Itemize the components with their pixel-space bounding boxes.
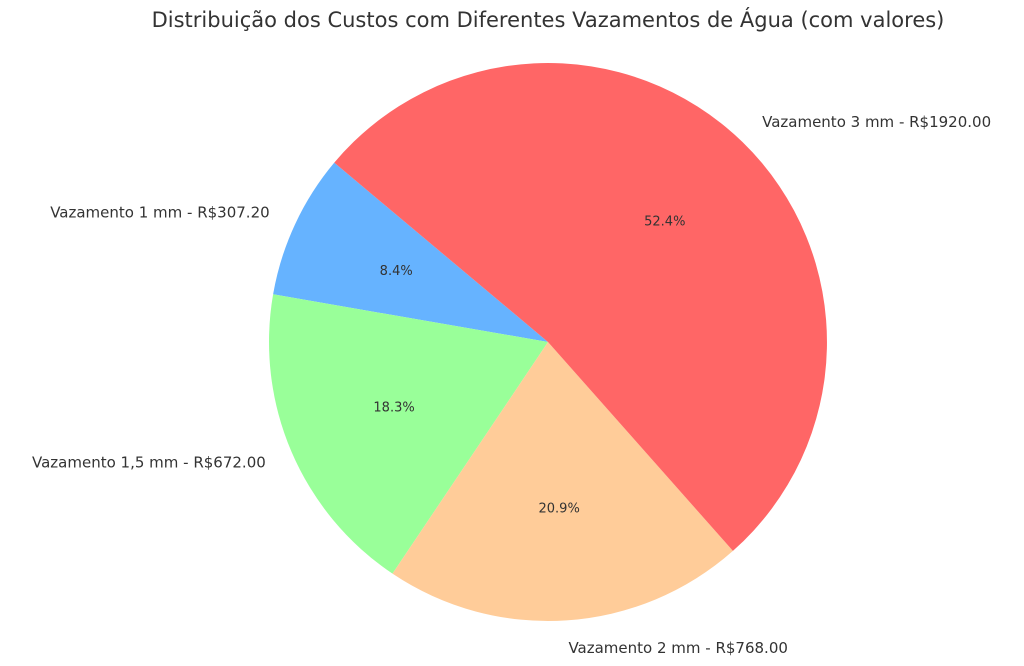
chart-title: Distribuição dos Custos com Diferentes V…: [151, 8, 945, 32]
slice-percent-3: 20.9%: [539, 502, 580, 517]
slice-label-2: Vazamento 1,5 mm - R$672.00: [32, 454, 266, 472]
pie-slice-2: [269, 294, 548, 574]
pie-slices: [269, 63, 827, 622]
pie-slice-3: [392, 342, 733, 622]
slice-percent-2: 18.3%: [373, 400, 414, 415]
pie-labels: Vazamento 1 mm - R$307.20 8.4% Vazamento 1…: [32, 113, 991, 657]
slice-percent-1: 8.4%: [380, 264, 413, 279]
slice-percent-4: 52.4%: [644, 215, 685, 230]
slice-label-1: Vazamento 1 mm - R$307.20: [50, 204, 269, 222]
slice-label-3: Vazamento 2 mm - R$768.00: [568, 639, 787, 657]
pie-slice-1: [273, 162, 548, 342]
slice-label-4: Vazamento 3 mm - R$1920.00: [762, 113, 991, 131]
pie-slice-4: [334, 63, 827, 551]
